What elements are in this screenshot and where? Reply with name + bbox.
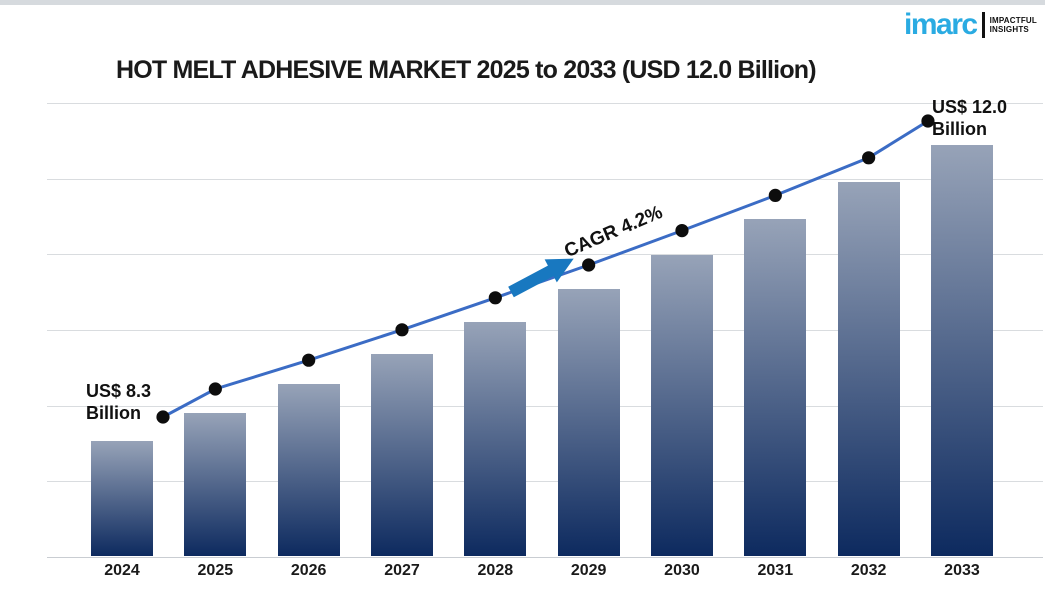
gridline xyxy=(47,481,1043,483)
x-tick-2029: 2029 xyxy=(570,562,607,579)
value-label-2033: US$ 12.0 Billion xyxy=(932,97,1007,141)
x-tick-2032: 2032 xyxy=(850,562,887,579)
x-axis-line xyxy=(47,557,1043,558)
bar-2024 xyxy=(91,441,153,556)
data-point-2032 xyxy=(862,151,876,165)
value-label-2033-line2: Billion xyxy=(932,118,987,139)
data-point-2026 xyxy=(302,353,316,367)
gridline xyxy=(47,103,1043,104)
data-point-2028 xyxy=(488,291,502,305)
top-strip xyxy=(0,0,1045,5)
imarc-logo-text: imarc xyxy=(904,8,978,41)
bar-2026 xyxy=(277,384,340,556)
x-tick-2025: 2025 xyxy=(197,562,234,579)
gridline xyxy=(47,178,1043,180)
x-tick-2027: 2027 xyxy=(384,562,420,579)
x-tick-2033: 2033 xyxy=(944,562,980,579)
value-label-2024-line1: US$ 8.3 xyxy=(86,381,152,401)
bar-2027 xyxy=(370,353,433,556)
bar-2028 xyxy=(464,321,527,556)
x-tick-2026: 2026 xyxy=(290,562,327,579)
data-point-2025 xyxy=(208,382,222,396)
imarc-logo: imarc IMPACTFUL INSIGHTS xyxy=(904,10,1037,40)
x-tick-2031: 2031 xyxy=(757,562,794,579)
logo-tagline: IMPACTFUL INSIGHTS xyxy=(990,16,1037,34)
chart-title: HOT MELT ADHESIVE MARKET 2025 to 2033 (U… xyxy=(116,56,817,84)
bar-2029 xyxy=(557,289,620,556)
bar-2031 xyxy=(744,219,807,556)
value-label-2033-line1: US$ 12.0 xyxy=(932,97,1008,117)
data-point-2031 xyxy=(768,188,782,202)
bar-2025 xyxy=(184,413,247,556)
value-label-2024: US$ 8.3 Billion xyxy=(86,381,151,425)
logo-divider xyxy=(981,12,985,38)
data-point-2029 xyxy=(582,258,596,272)
data-point-2024 xyxy=(156,410,170,424)
x-tick-2028: 2028 xyxy=(477,562,514,579)
logo-tagline-line1: IMPACTFUL xyxy=(989,15,1037,25)
bar-2032 xyxy=(837,181,900,556)
data-point-2030 xyxy=(675,224,689,238)
logo-tagline-line2: INSIGHTS xyxy=(989,25,1029,34)
x-tick-2024: 2024 xyxy=(104,562,140,579)
bar-2033 xyxy=(930,145,993,556)
x-tick-2030: 2030 xyxy=(664,562,700,579)
value-label-2024-line2: Billion xyxy=(86,402,141,423)
trend-line xyxy=(162,119,929,419)
bar-2030 xyxy=(650,254,713,556)
